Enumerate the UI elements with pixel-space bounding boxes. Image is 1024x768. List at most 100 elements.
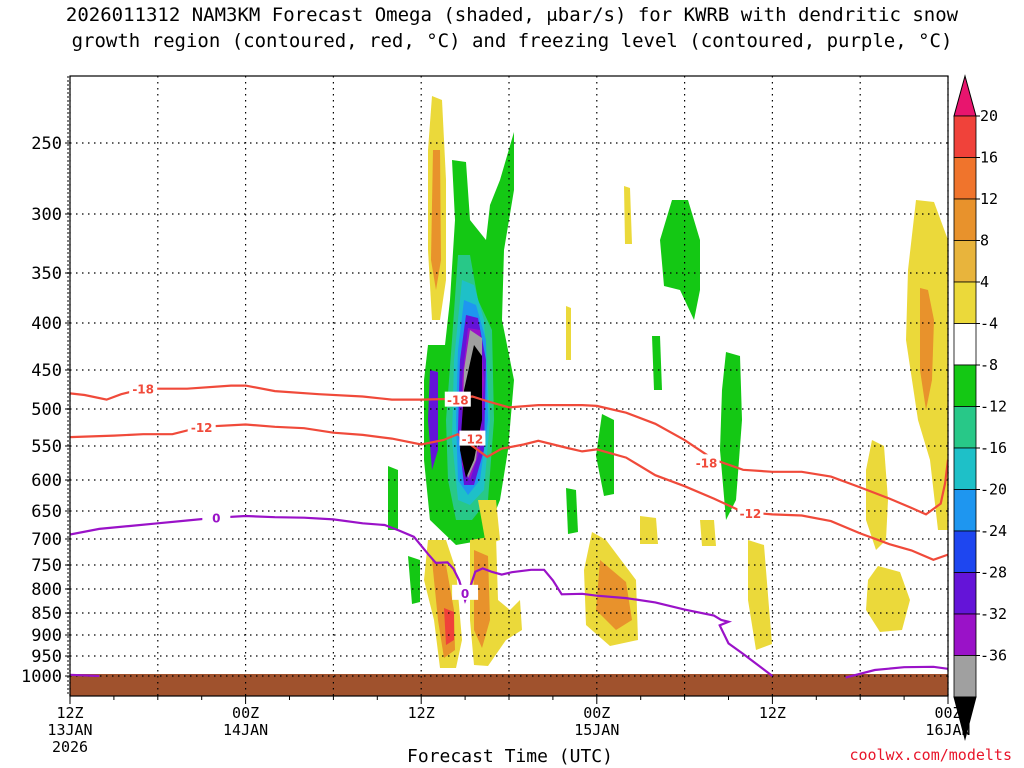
xtick-label: 16JAN bbox=[925, 721, 970, 739]
omega-region-yellow-mid bbox=[478, 500, 500, 545]
isotherm-contour-12 bbox=[70, 423, 948, 561]
colorbar-label: -4 bbox=[980, 315, 998, 333]
colorbar-label: 20 bbox=[980, 107, 998, 125]
ytick-label: 400 bbox=[31, 314, 62, 334]
omega-region-green-mid bbox=[566, 488, 578, 534]
omega-region-green-15jan bbox=[596, 414, 614, 496]
colorbar-label: -8 bbox=[980, 356, 998, 374]
colorbar-bottom-arrow bbox=[953, 696, 977, 741]
contour-label: 0 bbox=[461, 587, 469, 601]
ytick-label: 950 bbox=[31, 647, 62, 667]
ytick-label: 900 bbox=[31, 626, 62, 646]
colorbar-swatch bbox=[953, 655, 977, 698]
contour-label-bg bbox=[444, 391, 471, 407]
colorbar-top-arrow bbox=[953, 74, 977, 117]
omega-region-orange-column bbox=[431, 150, 441, 290]
colorbar-swatch bbox=[953, 572, 977, 615]
colorbar-swatch bbox=[953, 198, 977, 241]
omega-region-yellow-mid-2 bbox=[640, 516, 658, 544]
colorbar-label: -24 bbox=[980, 522, 1007, 540]
xtick-label: 00Z bbox=[934, 704, 961, 722]
colorbar-label: -36 bbox=[980, 647, 1007, 665]
xtick-label: 00Z bbox=[583, 704, 610, 722]
colorbar-swatch bbox=[953, 613, 977, 656]
contour-label: -12 bbox=[740, 507, 762, 521]
colorbar-swatch bbox=[953, 240, 977, 283]
xtick-label: 12Z bbox=[56, 704, 83, 722]
colorbar-swatch bbox=[953, 157, 977, 200]
colorbar-label: 12 bbox=[980, 190, 998, 208]
omega-region-yellow-small-2 bbox=[566, 306, 571, 360]
xtick-label: 14JAN bbox=[223, 721, 268, 739]
ytick-label: 700 bbox=[31, 530, 62, 550]
contour-label-bg bbox=[129, 380, 158, 396]
ground-terrain bbox=[70, 674, 948, 696]
colorbar-label: -32 bbox=[980, 605, 1007, 623]
omega-region-green-12z bbox=[720, 352, 742, 520]
omega-region-red-low bbox=[444, 608, 454, 645]
x-axis-label: Forecast Time (UTC) bbox=[407, 746, 613, 767]
ytick-label: 250 bbox=[31, 134, 62, 154]
omega-region-yellow-right-3 bbox=[866, 566, 910, 632]
xtick-label: 2026 bbox=[52, 738, 88, 756]
ytick-label: 800 bbox=[31, 580, 62, 600]
ytick-label: 1000 bbox=[21, 667, 62, 687]
omega-region-purple-left bbox=[428, 370, 438, 470]
isotherm-contour-18 bbox=[70, 384, 948, 516]
ytick-label: 450 bbox=[31, 361, 62, 381]
xtick-label: 15JAN bbox=[574, 721, 619, 739]
omega-region-yellow-small-3 bbox=[700, 520, 716, 546]
ytick-label: 750 bbox=[31, 556, 62, 576]
colorbar-swatch bbox=[953, 323, 977, 366]
ytick-label: 550 bbox=[31, 437, 62, 457]
omega-region-green-upper bbox=[660, 200, 700, 320]
colorbar-swatch bbox=[953, 530, 977, 573]
colorbar-label: 8 bbox=[980, 232, 989, 250]
colorbar-swatch bbox=[953, 281, 977, 324]
omega-region-green-left-2 bbox=[388, 466, 398, 530]
contour-label-bg bbox=[187, 418, 216, 434]
omega-region-green-small bbox=[652, 336, 662, 390]
contour-label: -12 bbox=[462, 433, 484, 447]
omega-region-yellow-right-2 bbox=[866, 440, 888, 550]
colorbar-label: 4 bbox=[980, 273, 989, 291]
colorbar-swatch bbox=[953, 115, 977, 158]
grid-lines bbox=[69, 76, 949, 696]
omega-region-yellow-small-1 bbox=[624, 186, 632, 244]
omega-shading bbox=[388, 96, 948, 668]
colorbar-swatch bbox=[953, 406, 977, 449]
colorbar-label: -20 bbox=[980, 481, 1007, 499]
freezing-level-contour bbox=[70, 514, 774, 677]
site-credit[interactable]: coolwx.com/modelts bbox=[849, 746, 1012, 764]
colorbar-label: -16 bbox=[980, 439, 1007, 457]
chart-title-line-2: growth region (contoured, red, °C) and f… bbox=[71, 30, 953, 52]
contour-label: 0 bbox=[212, 512, 220, 526]
contour-label: -18 bbox=[447, 394, 469, 408]
omega-region-yellow-12z bbox=[748, 540, 772, 650]
xtick-label: 13JAN bbox=[47, 721, 92, 739]
omega-region-orange-right bbox=[920, 288, 934, 410]
omega-region-green-low bbox=[408, 556, 420, 604]
colorbar-label: 16 bbox=[980, 149, 998, 167]
y-axis: 2503003504004505005506006507007508008509… bbox=[21, 134, 70, 687]
temperature-contours: -18 -12 0 -18 -12 -18 -12 0 bbox=[70, 380, 948, 679]
colorbar-swatch bbox=[953, 364, 977, 407]
omega-region-orange-low-2 bbox=[474, 550, 490, 648]
contour-label-bg bbox=[202, 509, 231, 525]
contour-label-bg bbox=[459, 430, 486, 446]
contour-label: -18 bbox=[132, 383, 154, 397]
colorbar-label: -28 bbox=[980, 564, 1007, 582]
ytick-label: 350 bbox=[31, 264, 62, 284]
xtick-label: 12Z bbox=[759, 704, 786, 722]
colorbar-swatch bbox=[953, 447, 977, 490]
contour-label: -12 bbox=[191, 421, 213, 435]
ytick-label: 300 bbox=[31, 205, 62, 225]
xtick-label: 12Z bbox=[408, 704, 435, 722]
contour-label-bg bbox=[737, 505, 764, 521]
chart-title-line-1: 2026011312 NAM3KM Forecast Omega (shaded… bbox=[65, 4, 959, 26]
contour-label-bg bbox=[452, 584, 479, 600]
colorbar-label: -12 bbox=[980, 398, 1007, 416]
ytick-label: 600 bbox=[31, 471, 62, 491]
